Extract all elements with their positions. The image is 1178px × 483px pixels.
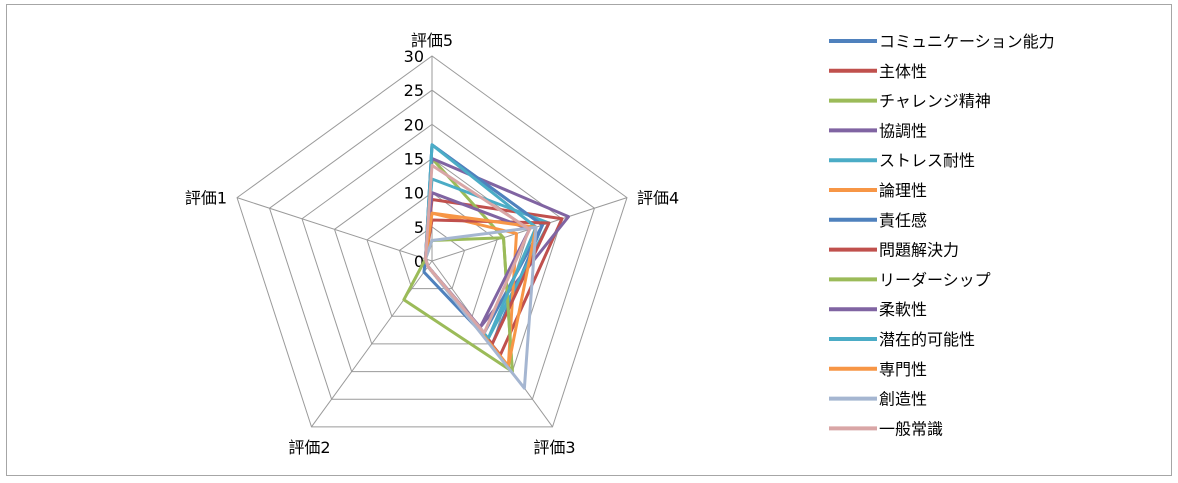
grid-ring: [366, 192, 498, 317]
series-line: [424, 163, 531, 335]
axis-label: 評価4: [637, 189, 679, 208]
legend-label: 専門性: [879, 360, 927, 379]
legend-label: 潜在的可能性: [879, 330, 975, 349]
axis-label: 評価1: [185, 189, 227, 208]
legend-label: 協調性: [879, 121, 927, 140]
grid-ring: [301, 123, 563, 373]
legend-label: 問題解決力: [879, 241, 959, 260]
grid-ring: [236, 55, 628, 428]
legend-label: ストレス耐性: [879, 151, 975, 170]
legend-label: 主体性: [879, 62, 927, 81]
tick-label: 0: [414, 252, 424, 271]
chart-frame: 0 5 10 15 20 25 30 評価1 評価2 評価3 評価4 評価5 コミュニケーション能力 主体…: [6, 4, 1172, 476]
legend-label: 一般常識: [879, 419, 943, 438]
legend-label: 論理性: [879, 181, 927, 200]
axis-label: 評価2: [288, 438, 330, 457]
tick-label: 20: [404, 115, 424, 134]
legend: コミュニケーション能力主体性チャレンジ精神協調性ストレス耐性論理性責任感問題解決…: [829, 32, 1055, 438]
tick-label: 15: [404, 150, 424, 169]
grid-spoke: [311, 260, 433, 428]
legend-label: リーダーシップ: [879, 270, 991, 289]
tick-label: 5: [414, 218, 424, 237]
tick-label: 10: [404, 184, 424, 203]
legend-label: 創造性: [879, 390, 927, 409]
tick-label: 30: [404, 47, 424, 66]
grid-spoke: [236, 197, 433, 262]
axis-label: 評価5: [411, 31, 453, 50]
axis-label: 評価3: [533, 438, 575, 457]
tick-label: 25: [404, 81, 424, 100]
grid-ring: [268, 89, 596, 400]
series-group: [402, 143, 570, 390]
legend-label: コミュニケーション能力: [879, 32, 1055, 51]
legend-label: チャレンジ精神: [879, 92, 991, 111]
radar-chart: 0 5 10 15 20 25 30 評価1 評価2 評価3 評価4 評価5 コミュニケーション能力主体…: [185, 31, 1055, 457]
legend-label: 責任感: [879, 211, 927, 230]
legend-label: 柔軟性: [879, 300, 927, 319]
